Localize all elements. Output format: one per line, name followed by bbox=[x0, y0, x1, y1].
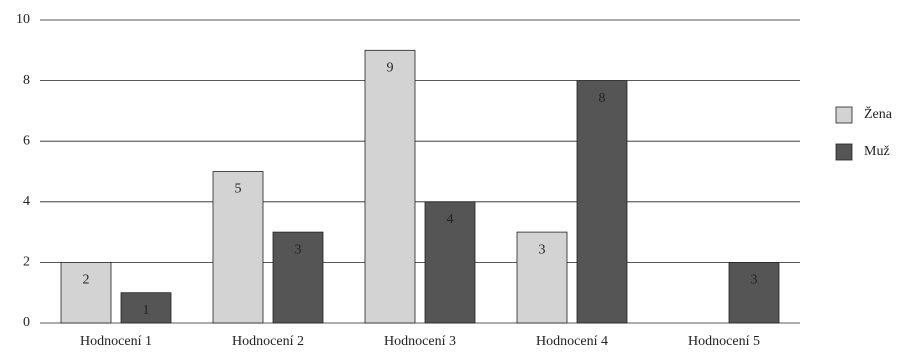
y-tick-label: 8 bbox=[23, 73, 30, 88]
bar bbox=[272, 231, 324, 324]
data-label: 3 bbox=[539, 242, 546, 257]
x-tick-label: Hodnocení 5 bbox=[688, 334, 760, 349]
y-tick-label: 4 bbox=[23, 194, 30, 209]
bar bbox=[576, 80, 628, 324]
bar bbox=[424, 201, 476, 324]
y-tick-label: 2 bbox=[23, 255, 30, 270]
data-label: 5 bbox=[235, 182, 242, 197]
y-tick-label: 0 bbox=[23, 315, 30, 330]
legend-label: Muž bbox=[864, 144, 890, 159]
x-tick-label: Hodnocení 3 bbox=[384, 334, 456, 349]
data-label: 4 bbox=[447, 212, 454, 227]
x-tick-label: Hodnocení 2 bbox=[232, 334, 304, 349]
legend-swatch bbox=[835, 143, 853, 161]
x-tick-label: Hodnocení 1 bbox=[80, 334, 152, 349]
bar bbox=[516, 231, 568, 324]
bar bbox=[728, 261, 780, 324]
bar bbox=[60, 261, 112, 324]
legend-label: Žena bbox=[864, 105, 893, 122]
data-label: 3 bbox=[751, 273, 758, 288]
data-label: 3 bbox=[295, 242, 302, 257]
data-label: 9 bbox=[387, 61, 394, 76]
y-tick-label: 10 bbox=[16, 12, 30, 27]
data-label: 2 bbox=[83, 273, 90, 288]
x-tick-label: Hodnocení 4 bbox=[536, 334, 608, 349]
data-label: 8 bbox=[599, 91, 606, 106]
bar bbox=[364, 49, 416, 324]
legend-swatch bbox=[835, 106, 853, 124]
y-tick-label: 6 bbox=[23, 133, 30, 148]
bar bbox=[120, 292, 172, 324]
data-label: 1 bbox=[143, 303, 150, 318]
bar bbox=[212, 171, 264, 324]
